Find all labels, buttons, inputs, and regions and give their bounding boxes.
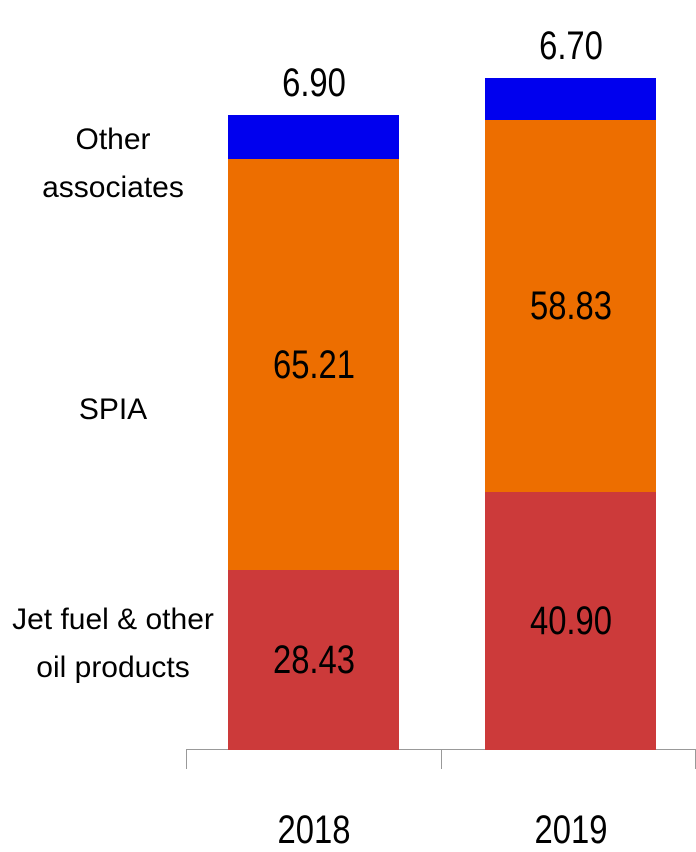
- bar-segment: [228, 158, 399, 571]
- data-label: 40.90: [529, 598, 612, 643]
- legend-label: Other associates: [42, 123, 184, 204]
- x-tick-label: 2019: [534, 808, 607, 852]
- bar-segment: [485, 77, 656, 121]
- bar-segment: [228, 114, 399, 159]
- data-label: 6.70: [538, 23, 603, 68]
- data-label: 6.90: [281, 60, 346, 105]
- x-axis-tick: [441, 749, 442, 769]
- data-label: 65.21: [272, 342, 355, 387]
- bar-segment: [228, 570, 399, 750]
- bar-segment: [485, 120, 656, 492]
- bar-segment: [485, 491, 656, 750]
- data-label: 58.83: [529, 283, 612, 328]
- x-axis-tick: [186, 749, 187, 769]
- legend-label: SPIA: [78, 393, 148, 426]
- data-label: 28.43: [272, 638, 355, 683]
- legend-label: Jet fuel & other oil products: [12, 603, 214, 684]
- x-tick-label: 2018: [277, 808, 350, 852]
